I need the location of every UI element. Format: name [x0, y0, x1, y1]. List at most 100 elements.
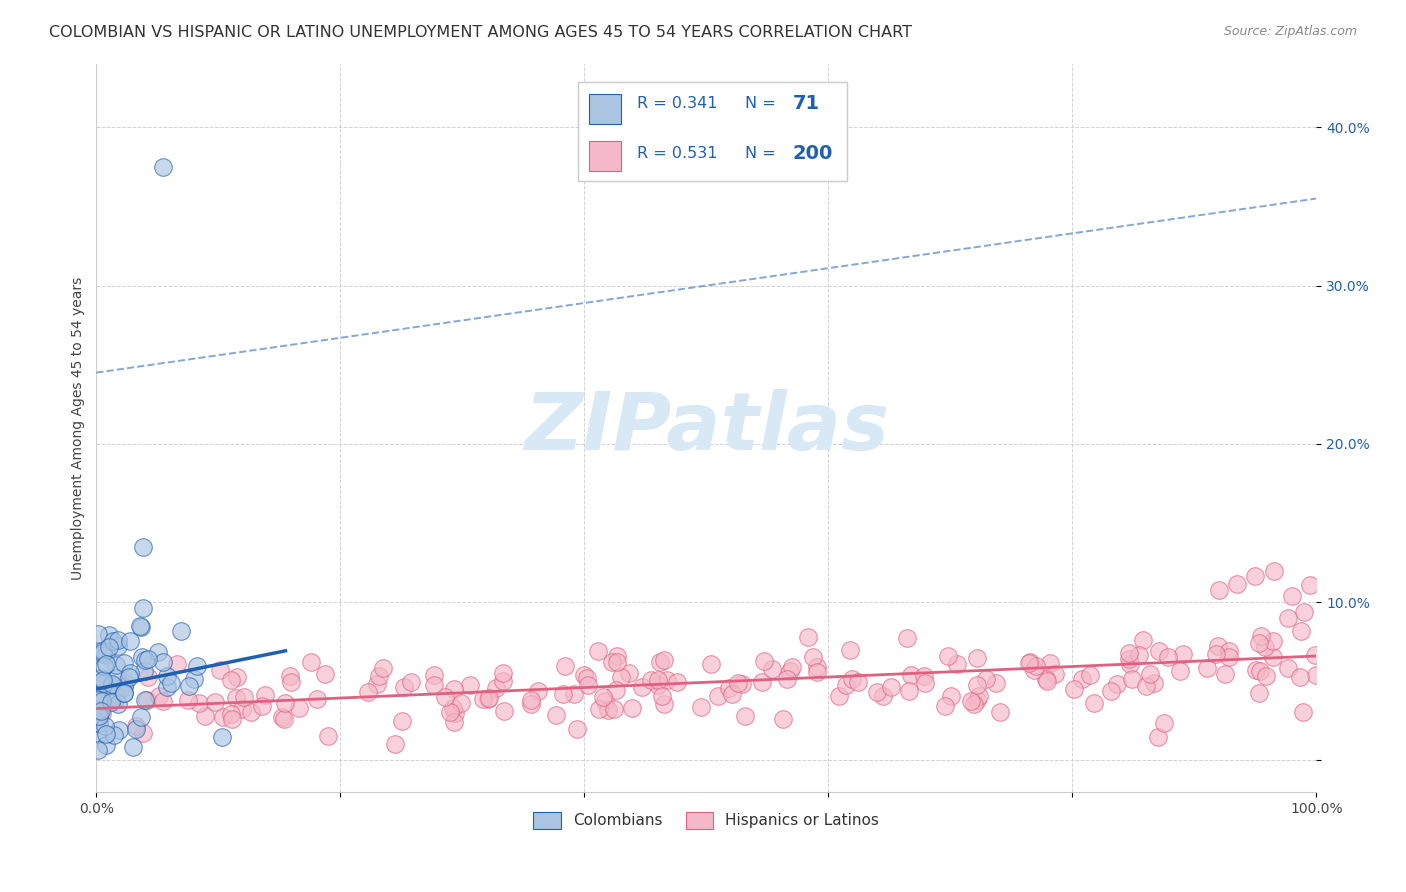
- Point: [554, 659, 576, 673]
- Point: [148, 689, 170, 703]
- Point: [177, 679, 200, 693]
- Point: [288, 700, 311, 714]
- Point: [250, 698, 273, 713]
- Point: [880, 680, 903, 694]
- Point: [103, 728, 125, 742]
- Point: [156, 680, 179, 694]
- Point: [974, 672, 997, 686]
- Point: [551, 688, 574, 702]
- Point: [443, 706, 465, 720]
- Point: [471, 692, 494, 706]
- Point: [112, 686, 135, 700]
- Point: [1195, 660, 1218, 674]
- Point: [1083, 696, 1105, 710]
- Point: [593, 694, 616, 708]
- Point: [122, 740, 145, 755]
- Point: [1153, 716, 1175, 731]
- Point: [988, 705, 1011, 719]
- Point: [520, 698, 543, 712]
- Point: [1035, 673, 1057, 687]
- Point: [1118, 647, 1140, 661]
- Point: [527, 684, 550, 698]
- Point: [1246, 663, 1268, 677]
- Point: [204, 695, 226, 709]
- Point: [114, 676, 136, 690]
- Point: [640, 673, 662, 687]
- Point: [1206, 639, 1229, 653]
- Point: [134, 653, 156, 667]
- Point: [1128, 648, 1150, 662]
- Point: [752, 654, 775, 668]
- Point: [652, 653, 675, 667]
- Point: [966, 693, 988, 707]
- Point: [801, 650, 824, 665]
- Point: [314, 667, 336, 681]
- Point: [91, 694, 114, 708]
- Point: [86, 715, 108, 730]
- Point: [617, 666, 640, 681]
- Point: [1277, 660, 1299, 674]
- Point: [423, 667, 446, 681]
- Point: [399, 675, 422, 690]
- Point: [959, 694, 981, 708]
- Point: [727, 675, 749, 690]
- Point: [366, 677, 388, 691]
- Point: [94, 657, 117, 671]
- Point: [212, 709, 235, 723]
- Point: [1244, 568, 1267, 582]
- Point: [966, 678, 988, 692]
- Point: [441, 701, 464, 715]
- Point: [1250, 629, 1272, 643]
- Point: [316, 730, 339, 744]
- Point: [734, 709, 756, 723]
- Point: [717, 681, 740, 696]
- Point: [176, 693, 198, 707]
- Point: [914, 676, 936, 690]
- Point: [651, 689, 673, 703]
- Point: [588, 702, 610, 716]
- Point: [700, 657, 723, 672]
- Point: [278, 669, 301, 683]
- Point: [1226, 576, 1249, 591]
- Point: [299, 655, 322, 669]
- Point: [1146, 730, 1168, 744]
- Point: [1218, 644, 1240, 658]
- Point: [152, 655, 174, 669]
- Point: [86, 676, 108, 690]
- Point: [866, 684, 889, 698]
- Point: [211, 730, 233, 744]
- Point: [828, 689, 851, 703]
- Point: [600, 655, 623, 669]
- Point: [606, 649, 628, 664]
- Point: [105, 657, 128, 672]
- Point: [1288, 670, 1310, 684]
- Point: [586, 644, 609, 658]
- Point: [1063, 681, 1085, 696]
- Point: [761, 662, 783, 676]
- Point: [936, 649, 959, 664]
- Point: [1305, 667, 1327, 681]
- Point: [270, 709, 292, 723]
- Point: [93, 659, 115, 673]
- Point: [1071, 672, 1094, 686]
- Point: [273, 697, 295, 711]
- Point: [839, 643, 862, 657]
- Point: [100, 678, 122, 692]
- Point: [967, 689, 990, 703]
- Point: [1168, 664, 1191, 678]
- Point: [134, 693, 156, 707]
- Point: [477, 691, 499, 706]
- Point: [605, 682, 627, 697]
- Point: [94, 648, 117, 663]
- Point: [572, 667, 595, 681]
- Point: [1281, 589, 1303, 603]
- Point: [86, 727, 108, 741]
- Point: [129, 620, 152, 634]
- Point: [120, 633, 142, 648]
- Point: [494, 704, 516, 718]
- Point: [520, 692, 543, 706]
- Point: [112, 686, 135, 700]
- Point: [576, 678, 599, 692]
- Point: [846, 674, 869, 689]
- Point: [609, 670, 631, 684]
